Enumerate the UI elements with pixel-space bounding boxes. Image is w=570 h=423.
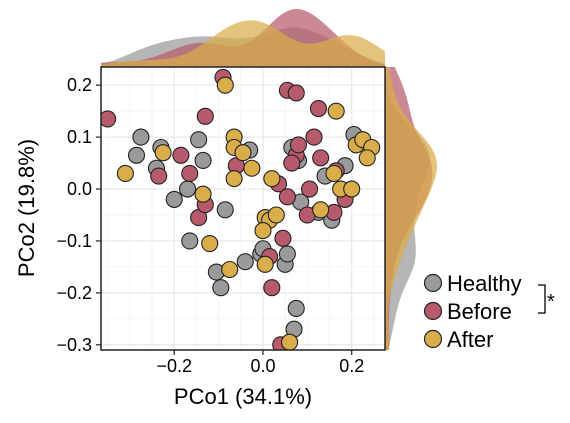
point-before <box>312 149 330 167</box>
point-after <box>201 235 219 253</box>
point-after <box>267 206 285 224</box>
point-before <box>181 164 199 182</box>
y-axis-ticks: −0.3 −0.2 −0.1 0.0 0.1 0.2 <box>56 75 101 355</box>
legend-label-after: After <box>447 327 493 352</box>
point-before <box>274 229 292 247</box>
top-density-after <box>101 20 385 67</box>
y-tick-label: −0.1 <box>56 231 92 251</box>
plot-border <box>100 66 386 351</box>
y-tick-label: 0.0 <box>67 179 92 199</box>
point-before <box>278 188 296 206</box>
point-after <box>325 164 343 182</box>
right-marginal-density <box>385 67 437 350</box>
point-after <box>254 222 272 240</box>
point-before <box>289 136 308 154</box>
point-healthy <box>287 299 305 318</box>
y-tick-label: −0.2 <box>56 283 92 303</box>
top-marginal-density <box>101 9 385 67</box>
point-healthy <box>190 131 208 149</box>
point-before <box>101 110 117 128</box>
point-healthy <box>194 151 212 170</box>
point-after <box>358 149 376 167</box>
point-after <box>221 260 239 279</box>
legend-swatch-before <box>423 301 443 321</box>
point-before <box>172 146 190 164</box>
point-before <box>150 167 168 185</box>
significance-bracket <box>538 284 546 314</box>
point-before <box>196 107 214 125</box>
grid-lines <box>101 67 385 350</box>
legend-swatch-after <box>423 329 443 349</box>
x-tick-label: 0.0 <box>250 356 275 376</box>
point-before <box>263 279 281 297</box>
point-after <box>312 201 330 219</box>
point-after <box>327 102 345 120</box>
legend: Healthy Before After * <box>423 271 555 352</box>
x-tick-label: −0.2 <box>156 356 192 376</box>
point-after <box>194 185 212 203</box>
y-tick-label: −0.3 <box>56 335 92 355</box>
legend-label-healthy: Healthy <box>447 271 522 296</box>
point-healthy <box>236 253 254 271</box>
legend-label-before: Before <box>447 299 512 324</box>
y-tick-label: 0.2 <box>67 75 92 95</box>
point-before <box>309 99 327 118</box>
point-after <box>243 159 261 177</box>
point-healthy <box>127 146 146 164</box>
point-before <box>305 128 323 146</box>
point-healthy <box>278 245 296 263</box>
significance-marker: * <box>547 291 555 313</box>
point-after <box>256 255 274 273</box>
point-healthy <box>178 180 197 198</box>
scatter-points <box>101 68 381 350</box>
right-density-after <box>385 67 437 350</box>
point-after <box>216 76 234 94</box>
y-tick-label: 0.1 <box>67 127 92 147</box>
point-healthy <box>181 232 199 250</box>
point-after <box>263 170 281 188</box>
point-after <box>116 164 134 182</box>
point-healthy <box>216 201 234 219</box>
point-before <box>287 84 305 102</box>
x-axis-ticks: −0.2 0.0 0.2 <box>156 350 364 376</box>
point-healthy <box>132 128 150 146</box>
x-tick-label: 0.2 <box>339 356 364 376</box>
point-before <box>283 154 301 172</box>
legend-swatch-healthy <box>423 273 443 293</box>
point-healthy <box>212 279 230 297</box>
x-axis-title: PCo1 (34.1%) <box>174 384 312 409</box>
point-healthy <box>165 190 183 208</box>
point-after <box>234 144 252 162</box>
point-after <box>281 333 299 350</box>
point-before <box>301 180 319 198</box>
point-after <box>343 180 361 198</box>
point-after <box>225 170 243 188</box>
point-after <box>154 144 172 162</box>
y-axis-title: PCo2 (19.8%) <box>14 139 39 277</box>
